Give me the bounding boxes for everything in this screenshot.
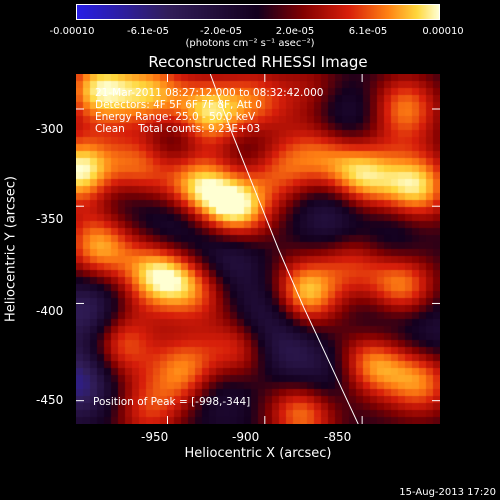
- info-clean-counts: Clean Total counts: 9.23E+03: [95, 123, 261, 135]
- y-tick-label: -400: [36, 304, 64, 318]
- limb-curve: [209, 74, 359, 424]
- plot-overlay: [76, 74, 440, 424]
- info-detectors: Detectors: 4F 5F 6F 7F 8F, Att 0: [95, 99, 262, 111]
- y-tick-label: -300: [36, 122, 64, 136]
- y-tick-label: -350: [36, 212, 64, 226]
- chart-title: Reconstructed RHESSI Image: [148, 53, 368, 71]
- colorbar-tick: -0.00010: [49, 26, 95, 37]
- colorbar-tick: 2.0e-05: [275, 26, 315, 37]
- info-time-range: 21-Mar-2011 08:27:12.000 to 08:32:42.000: [95, 87, 324, 99]
- heatmap-image: [76, 74, 440, 424]
- x-tick-label: -900: [232, 430, 260, 444]
- colorbar-tick: -6.1e-05: [127, 26, 169, 37]
- colorbar-tick: -2.0e-05: [200, 26, 242, 37]
- colorbar-tick: 6.1e-05: [348, 26, 388, 37]
- x-axis-label: Heliocentric X (arcsec): [184, 446, 332, 461]
- x-tick-label: -950: [141, 430, 169, 444]
- info-energy-range: Energy Range: 25.0 - 50.0 keV: [95, 111, 256, 123]
- footer-date: 15-Aug-2013 17:20: [399, 487, 496, 498]
- x-tick-label: -850: [324, 430, 352, 444]
- peak-position-label: Position of Peak = [-998,-344]: [93, 396, 251, 408]
- colorbar: [76, 4, 440, 20]
- colorbar-unit: (photons cm⁻² s⁻¹ asec⁻²): [185, 38, 315, 49]
- y-axis-label: Heliocentric Y (arcsec): [3, 176, 19, 322]
- y-tick-label: -450: [36, 393, 64, 407]
- colorbar-tick: 0.00010: [422, 26, 464, 37]
- plot-area: [76, 74, 440, 424]
